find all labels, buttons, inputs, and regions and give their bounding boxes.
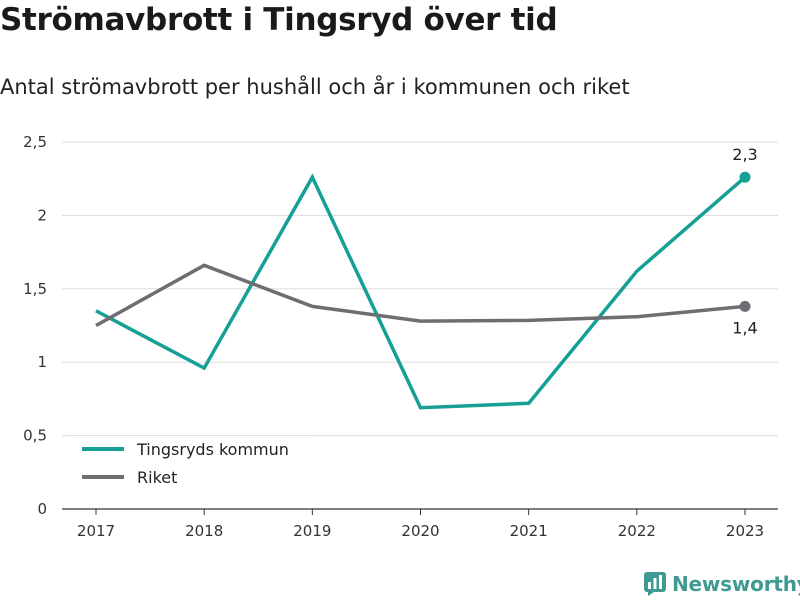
x-tick-label: 2023 [726,522,764,540]
chart-subtitle: Antal strömavbrott per hushåll och år i … [0,75,630,99]
x-axis-ticks: 2017 2018 2019 2020 2021 2022 2023 [77,509,764,540]
end-value-label: 1,4 [732,318,757,337]
series-line [95,173,747,410]
y-tick-label: 1,5 [23,280,47,298]
x-tick-label: 2018 [185,522,223,540]
series-lines: 2,3 1,4 [95,145,758,410]
x-tick-label: 2022 [618,522,656,540]
legend-label: Riket [137,468,177,487]
y-axis-ticks: 0 0,5 1 1,5 2 2,5 [23,133,47,518]
end-point-marker [739,171,751,183]
y-tick-label: 1 [37,353,47,371]
y-tick-label: 2,5 [23,133,47,151]
end-point-marker [739,300,751,312]
brand-logo: Newsworthy [644,571,800,597]
legend-background [70,436,314,496]
end-value-label: 2,3 [732,145,757,164]
y-tick-label: 0,5 [23,427,47,445]
x-tick-label: 2017 [77,522,115,540]
x-tick-label: 2020 [401,522,439,540]
bar-chart-icon [644,572,666,596]
y-tick-label: 0 [37,500,47,518]
series-line [95,263,746,328]
chart-title: Strömavbrott i Tingsryd över tid [0,2,558,38]
legend: Tingsryds kommun Riket [70,436,314,496]
x-tick-label: 2021 [510,522,548,540]
x-tick-label: 2019 [293,522,331,540]
legend-label: Tingsryds kommun [136,440,289,459]
brand-name: Newsworthy [672,572,800,596]
y-tick-label: 2 [37,206,47,224]
